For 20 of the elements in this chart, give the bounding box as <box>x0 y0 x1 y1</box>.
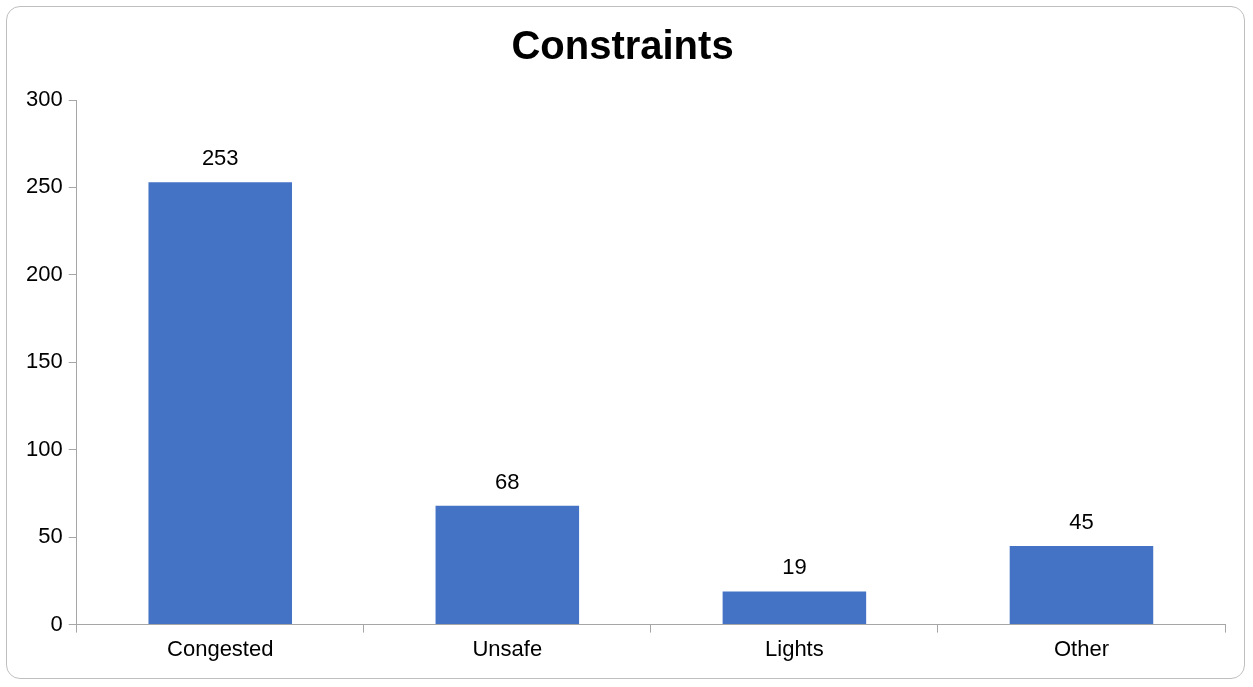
x-tick-label: Other <box>1053 635 1109 661</box>
bar <box>722 591 867 625</box>
chart-title: Constraints <box>511 23 734 68</box>
bar <box>148 182 293 625</box>
data-label: 68 <box>495 468 520 494</box>
y-tick-label: 100 <box>25 435 63 461</box>
x-tick-label: Congested <box>167 635 274 661</box>
data-label: 45 <box>1069 508 1094 534</box>
y-tick-label: 250 <box>25 173 63 199</box>
y-tick-label: 50 <box>38 523 63 549</box>
x-tick-label: Unsafe <box>472 635 543 661</box>
bar <box>1009 545 1154 625</box>
y-tick-label: 0 <box>50 610 63 636</box>
bar <box>435 505 580 625</box>
data-label: 19 <box>782 554 807 580</box>
y-tick-label: 300 <box>25 86 63 112</box>
y-tick-label: 150 <box>25 348 63 374</box>
y-tick-label: 200 <box>25 260 63 286</box>
data-label: 253 <box>201 145 239 171</box>
x-tick-label: Lights <box>765 635 824 661</box>
